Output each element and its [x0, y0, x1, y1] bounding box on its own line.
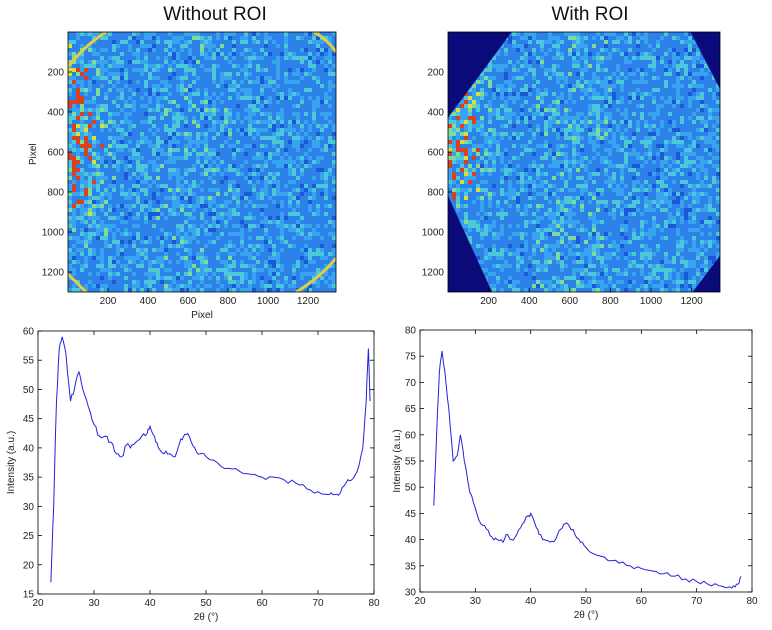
x-tick-label: 60 [636, 596, 648, 607]
x-tick-label: 40 [525, 596, 537, 607]
x-tick-label: 50 [580, 596, 592, 607]
y-tick-label: 35 [405, 561, 417, 572]
x-tick-label: 800 [220, 296, 237, 307]
x-axis-label: 2θ (°) [194, 612, 219, 623]
x-tick-label: 1200 [297, 296, 320, 307]
y-tick-label: 600 [47, 148, 64, 159]
detector-edge-arc [313, 32, 336, 53]
y-tick-label: 40 [405, 535, 417, 546]
y-tick-label: 35 [23, 473, 35, 484]
x-tick-label: 200 [100, 296, 117, 307]
x-tick-label: 30 [88, 598, 100, 609]
detector-edge-arc [295, 257, 336, 292]
y-tick-label: 200 [427, 68, 444, 79]
y-tick-label: 600 [427, 148, 444, 159]
heatmap-with-roi: 200 400 600 800 1000 1200 200 400 600 800 1000 1200 [422, 31, 721, 307]
x-tick-label: 60 [256, 598, 268, 609]
x-tick-label: 600 [180, 296, 197, 307]
x-tick-label: 20 [32, 598, 44, 609]
title-with-roi: With ROI [551, 4, 629, 25]
y-tick-label: 65 [405, 404, 417, 415]
y-tick-label: 60 [23, 327, 35, 338]
y-tick-label: 60 [405, 430, 417, 441]
y-tick-label: 1000 [42, 228, 65, 239]
x-tick-label: 600 [561, 296, 578, 307]
y-tick-label: 25 [23, 531, 35, 542]
x-tick-label: 30 [470, 596, 482, 607]
x-tick-label: 70 [691, 596, 703, 607]
x-tick-label: 70 [312, 598, 324, 609]
y-tick-label: 400 [47, 108, 64, 119]
y-tick-label: 45 [23, 414, 35, 425]
y-tick-label: 50 [405, 483, 417, 494]
plot-frame [37, 330, 375, 595]
y-axis-label: Pixel [28, 143, 39, 165]
plot-frame [419, 329, 753, 593]
detector-edge-arc [68, 272, 88, 292]
y-tick-label: 1000 [422, 228, 445, 239]
heatmap-without-roi: 200 400 600 800 1000 1200 200 400 600 800 1000 1200… [28, 31, 337, 321]
x-tick-label: 80 [368, 598, 380, 609]
series-line [50, 336, 371, 583]
x-tick-label: 1200 [680, 296, 703, 307]
heatmap-image [68, 32, 336, 292]
y-tick-label: 40 [23, 443, 35, 454]
y-tick-label: 70 [405, 378, 417, 389]
y-tick-label: 45 [405, 509, 417, 520]
x-tick-label: 1000 [640, 296, 663, 307]
y-tick-label: 30 [405, 588, 417, 599]
y-tick-label: 800 [47, 188, 64, 199]
plot-frame [67, 31, 337, 293]
y-tick-label: 30 [23, 502, 35, 513]
y-tick-label: 200 [47, 68, 64, 79]
y-axis-label: Intensity (a.u.) [392, 429, 403, 492]
y-tick-label: 55 [405, 457, 417, 468]
y-tick-label: 75 [405, 352, 417, 363]
x-tick-label: 20 [414, 596, 426, 607]
x-tick-label: 800 [602, 296, 619, 307]
x-tick-label: 40 [144, 598, 156, 609]
x-tick-label: 80 [746, 596, 758, 607]
y-axis-label: Intensity (a.u.) [6, 431, 17, 494]
y-tick-label: 80 [405, 326, 417, 337]
y-tick-label: 1200 [422, 268, 445, 279]
y-tick-label: 15 [23, 590, 35, 601]
heatmap-image [448, 32, 720, 292]
x-tick-label: 400 [140, 296, 157, 307]
y-tick-label: 1200 [42, 268, 65, 279]
title-without-roi: Without ROI [163, 4, 267, 25]
x-tick-label: 200 [480, 296, 497, 307]
x-axis-label: Pixel [191, 310, 213, 321]
y-tick-label: 55 [23, 356, 35, 367]
y-tick-label: 800 [427, 188, 444, 199]
roi-mask [448, 32, 720, 292]
y-tick-label: 50 [23, 385, 35, 396]
detector-edge-arc [68, 32, 107, 68]
series-line [433, 350, 742, 589]
x-tick-label: 50 [200, 598, 212, 609]
x-tick-label: 400 [521, 296, 538, 307]
y-tick-label: 20 [23, 560, 35, 571]
x-axis-label: 2θ (°) [574, 610, 599, 621]
plot-frame [447, 31, 721, 293]
x-tick-label: 1000 [257, 296, 280, 307]
y-tick-label: 400 [427, 108, 444, 119]
